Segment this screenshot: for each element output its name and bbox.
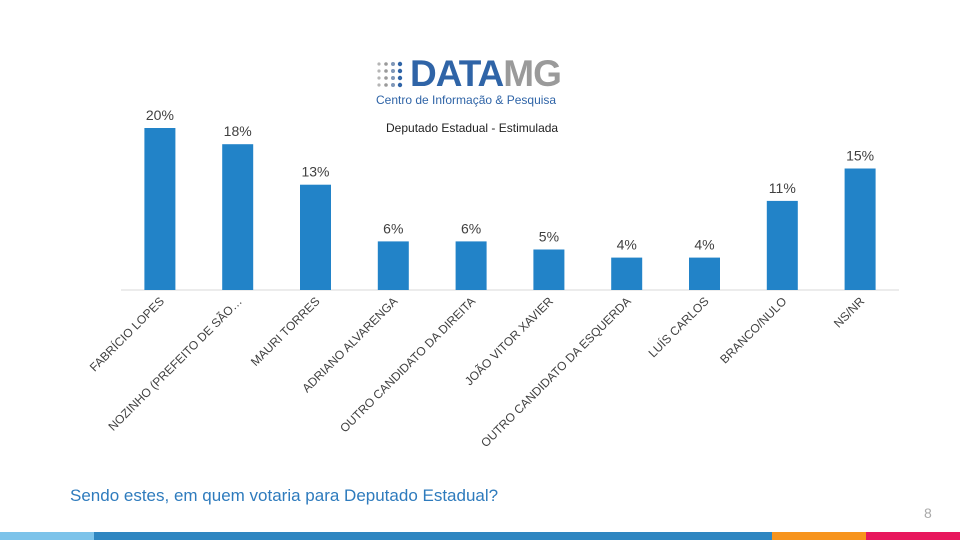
category-label: JOÃO VITOR XAVIER: [462, 294, 556, 388]
footer-segment-orange: [772, 532, 866, 540]
bar: [611, 257, 643, 290]
logo-dots-icon: [377, 61, 403, 88]
bar-value-label: 4%: [694, 237, 714, 253]
bar: [300, 184, 331, 290]
page-number: 8: [924, 505, 932, 521]
category-label: NOZINHO (PREFEITO DE SÃO…: [105, 294, 244, 433]
footer-color-bar: [0, 532, 960, 540]
bar: [766, 200, 798, 290]
category-label: OUTRO CANDIDATO DA DIREITA: [337, 294, 478, 435]
footer-segment-pink: [866, 532, 960, 540]
bar-value-label: 20%: [146, 107, 174, 123]
bar-value-label: 11%: [769, 180, 796, 196]
bar: [377, 241, 409, 290]
bar-value-label: 15%: [846, 148, 874, 164]
category-label: LUÍS CARLOS: [645, 294, 712, 361]
bar-value-label: 6%: [461, 220, 481, 236]
footer-segment-blue: [94, 532, 772, 540]
bar: [455, 241, 487, 290]
bar: [533, 249, 565, 290]
bar-value-label: 18%: [224, 123, 252, 139]
logo-word-mg: MG: [503, 53, 562, 94]
bar: [144, 128, 176, 290]
chart-title: Deputado Estadual - Estimulada: [386, 121, 559, 135]
bar: [844, 168, 876, 290]
bar-chart: 20% 18% 13% 6% 6% 5% 4% 4% 11% 15% FABRÍCIO LOPES…: [86, 107, 899, 450]
bar-value-label: 13%: [301, 164, 329, 180]
category-label: NS/NR: [831, 294, 868, 331]
category-label: OUTRO CANDIDATO DA ESQUERDA: [478, 294, 634, 450]
category-label: FABRÍCIO LOPES: [86, 294, 167, 375]
bar: [689, 257, 720, 290]
category-label: BRANCO/NULO: [717, 294, 789, 366]
footer-segment-light-blue: [0, 532, 94, 540]
question-text: Sendo estes, em quem votaria para Deputa…: [70, 486, 499, 505]
bar-value-label: 5%: [539, 229, 559, 245]
logo-wordmark: DATAMG: [410, 53, 562, 94]
bar-value-label: 6%: [383, 220, 403, 236]
datamg-logo: DATAMG Centro de Informação & Pesquisa: [374, 54, 589, 110]
logo-subtitle: Centro de Informação & Pesquisa: [376, 93, 557, 107]
bar: [222, 144, 254, 290]
bars-group: [144, 128, 876, 290]
bar-value-label: 4%: [617, 237, 637, 253]
logo-word-data: DATA: [410, 53, 504, 94]
category-label: MAURI TORRES: [248, 294, 323, 369]
value-labels-group: 20% 18% 13% 6% 6% 5% 4% 4% 11% 15%: [146, 107, 874, 253]
